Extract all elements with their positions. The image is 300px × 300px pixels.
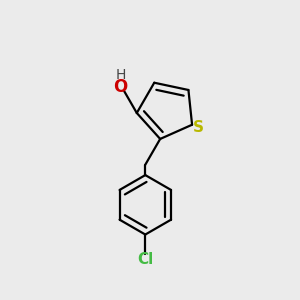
Text: Cl: Cl [137,252,153,267]
Text: O: O [113,78,128,96]
Text: S: S [193,120,204,135]
Text: H: H [116,68,126,82]
